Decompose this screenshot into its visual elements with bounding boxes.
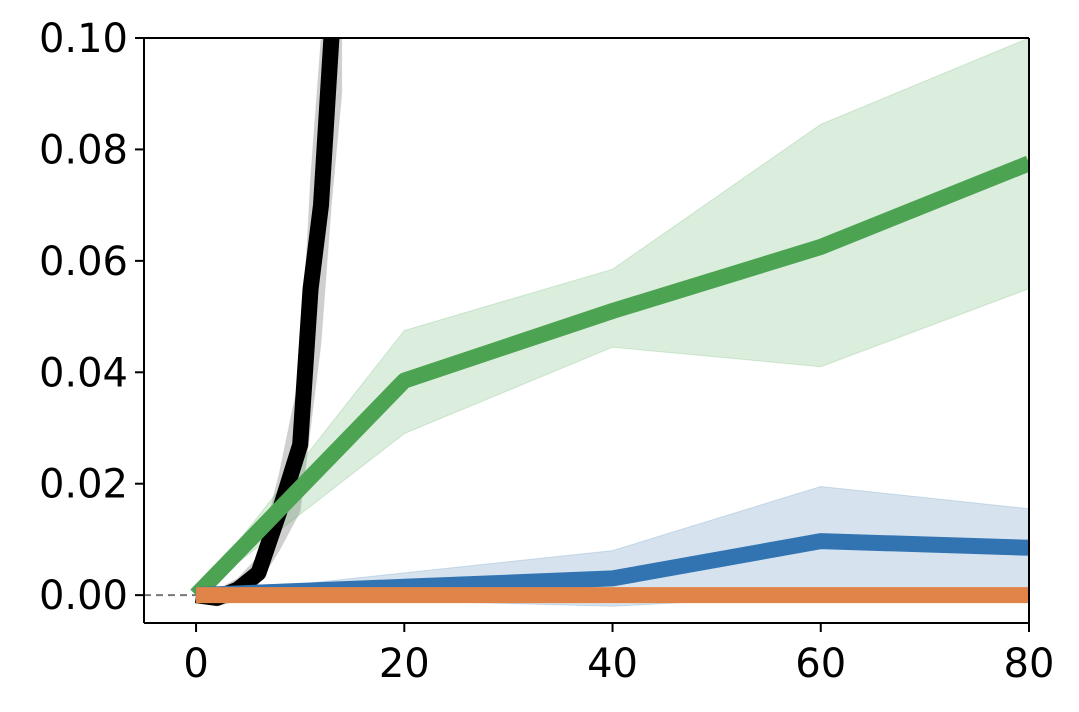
y-tick-label: 0.00 xyxy=(39,573,128,619)
line xyxy=(190,155,1029,601)
x-tick-label: 0 xyxy=(183,641,208,687)
plot-area xyxy=(144,38,1029,607)
y-tick-label: 0.02 xyxy=(39,462,128,508)
y-tick-label: 0.04 xyxy=(39,350,128,396)
y-tick-label: 0.06 xyxy=(39,239,128,285)
x-tick-label: 20 xyxy=(379,641,430,687)
x-tick-label: 60 xyxy=(795,641,846,687)
x-tick-label: 40 xyxy=(587,641,638,687)
y-tick-label: 0.10 xyxy=(39,16,128,62)
y-tick-label: 0.08 xyxy=(39,127,128,173)
error-band xyxy=(196,485,1029,607)
x-tick-label: 80 xyxy=(1004,641,1055,687)
